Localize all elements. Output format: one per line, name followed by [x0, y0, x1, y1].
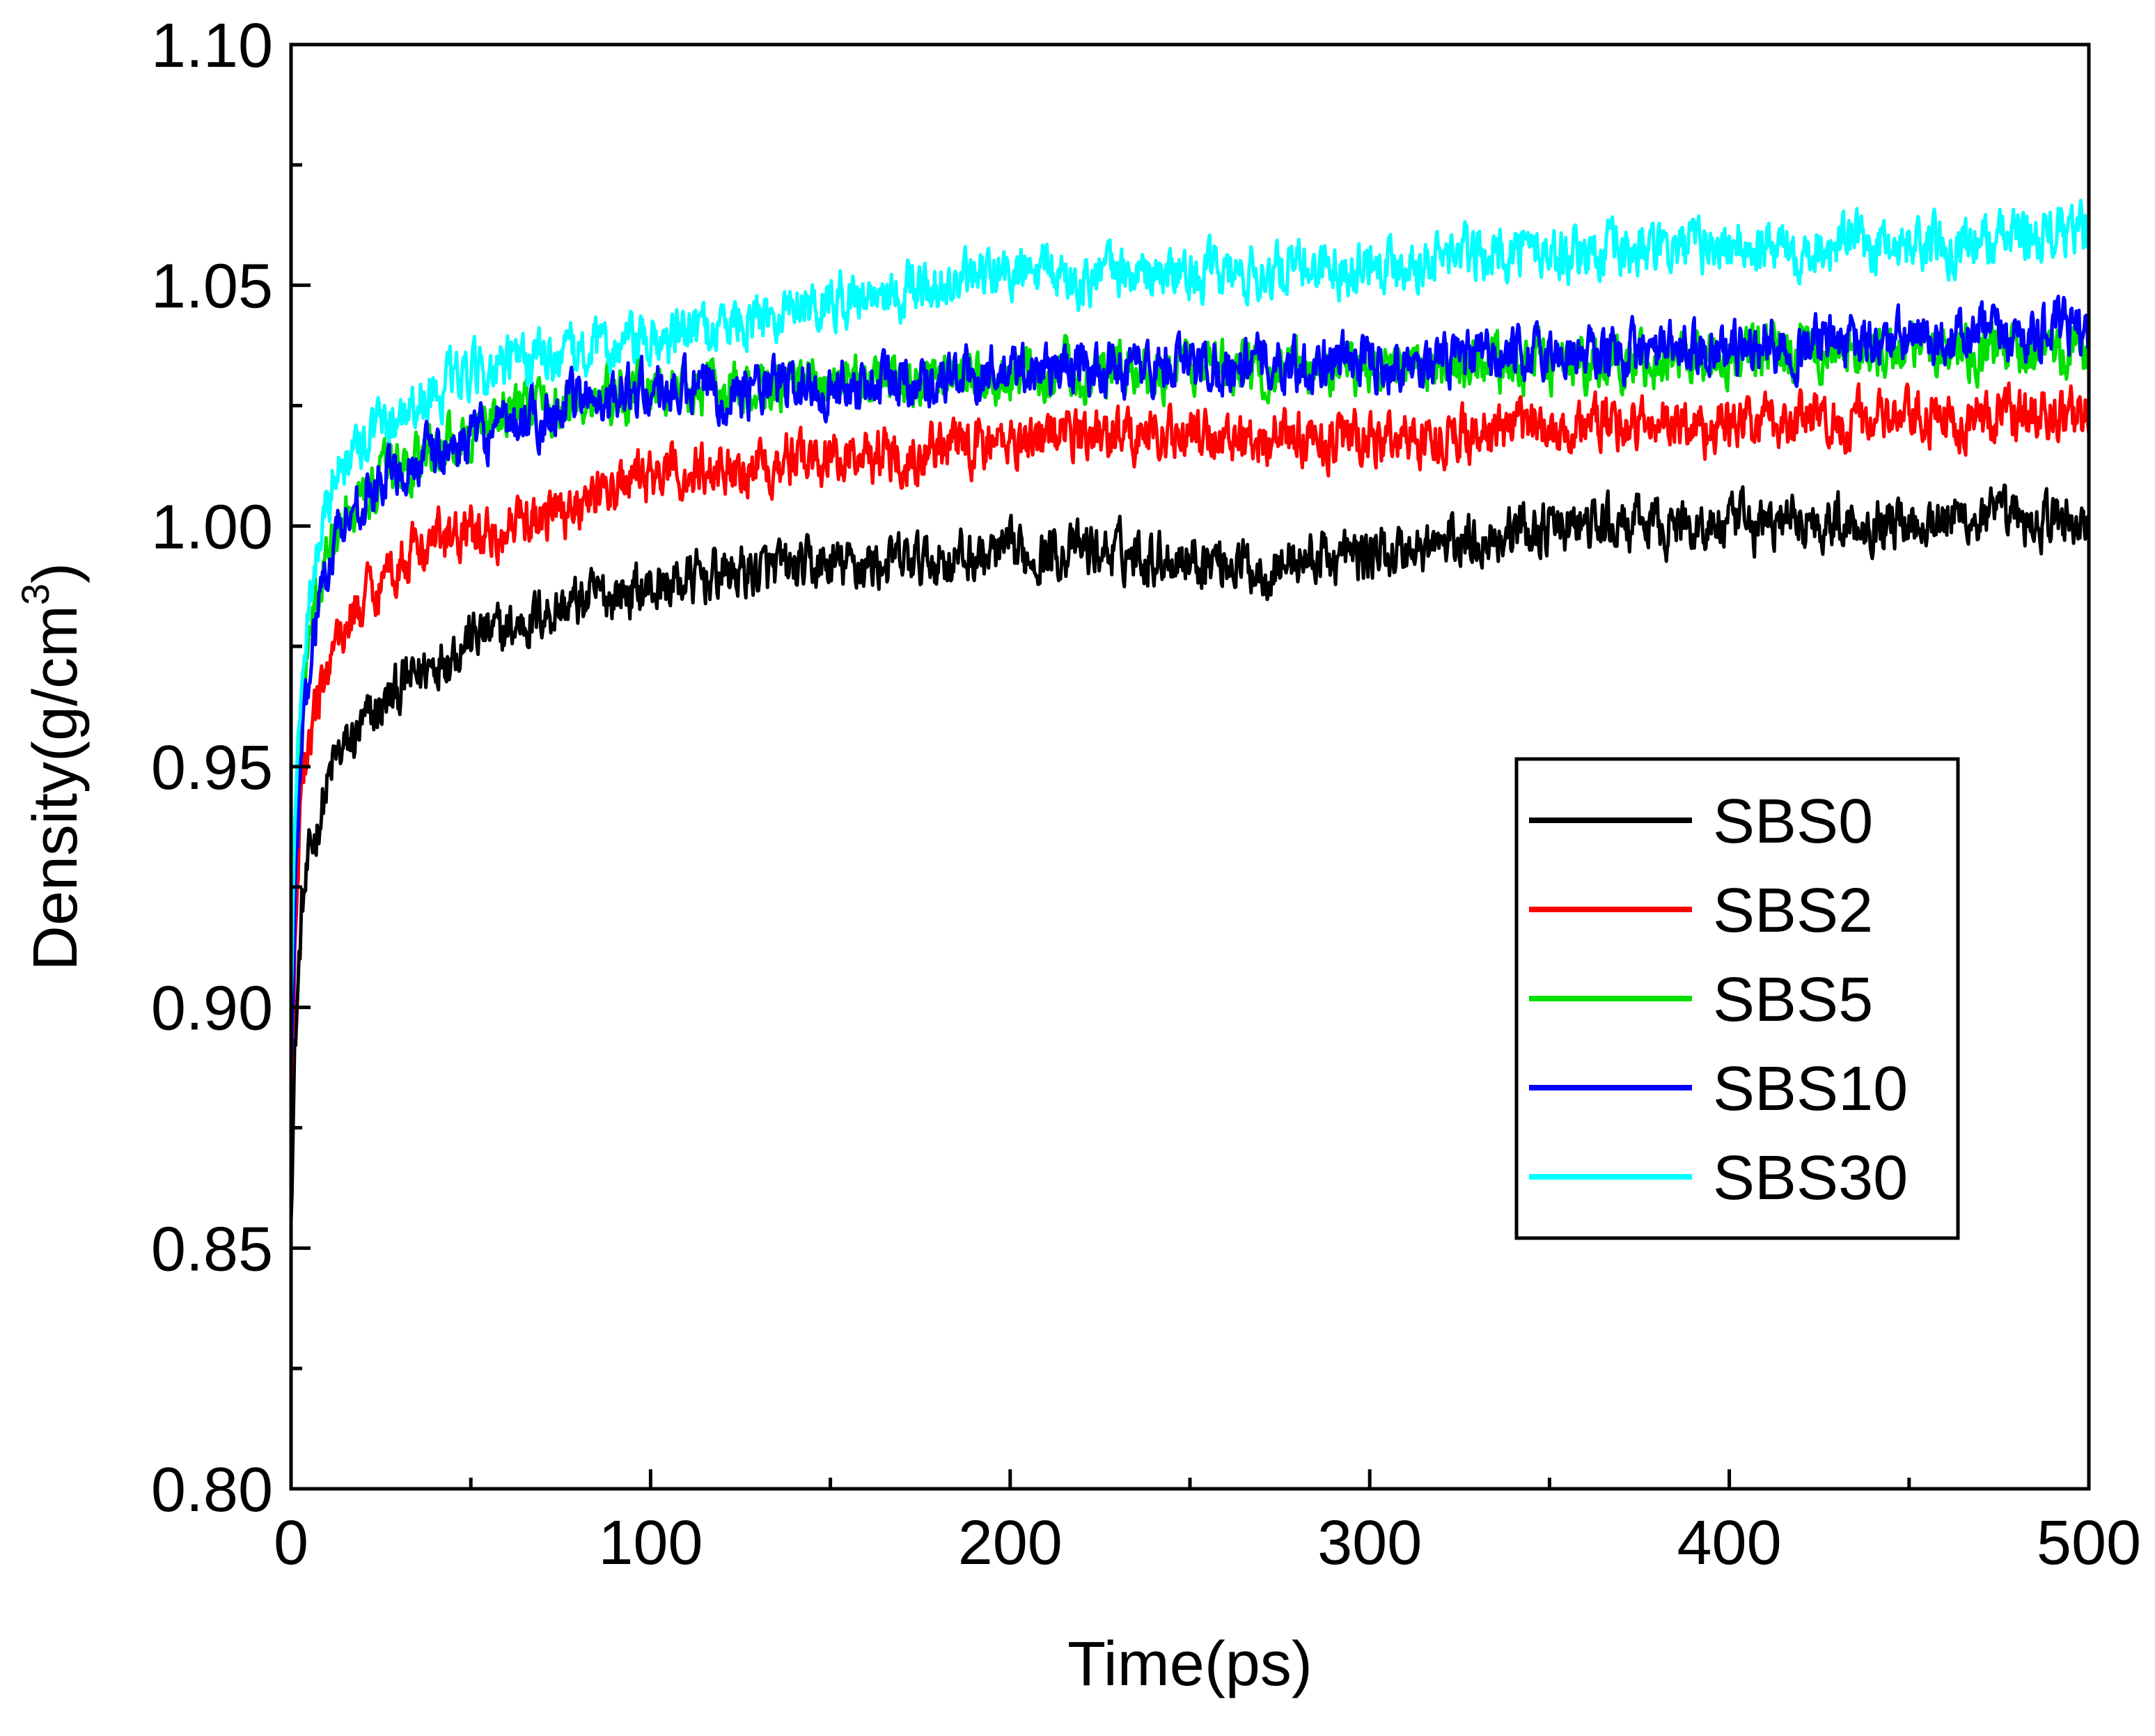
y-axis-title-close: ) — [21, 563, 91, 584]
y-tick-label: 1.00 — [151, 492, 273, 562]
y-axis-title-superscript: 3 — [13, 584, 57, 605]
x-tick-label: 400 — [1677, 1508, 1782, 1578]
series-line-sbs2 — [289, 381, 2091, 1088]
x-tick-label: 200 — [958, 1508, 1063, 1578]
y-axis-title: Density(g/cm3) — [13, 563, 91, 971]
y-tick-label: 0.80 — [151, 1455, 273, 1525]
y-axis-title-text: Density(g/cm — [21, 605, 91, 971]
x-tick-label: 500 — [2037, 1508, 2141, 1578]
legend-label-sbs30: SBS30 — [1713, 1143, 1908, 1213]
series-traces — [289, 198, 2091, 1221]
x-axis-title: Time(ps) — [1067, 1629, 1312, 1699]
x-tick-label: 300 — [1317, 1508, 1422, 1578]
axis-tick-labels: 0 100 200 300 400 500 0.80 0.85 0.90 0.95 1.00 1.05… — [151, 11, 2141, 1578]
x-tick-label: 0 — [274, 1508, 308, 1578]
y-tick-label: 0.95 — [151, 733, 273, 803]
series-line-sbs0 — [289, 483, 2091, 1221]
legend-items: SBS0 SBS2 SBS5 SBS10 SBS30 — [1529, 787, 1908, 1213]
y-tick-label: 1.10 — [151, 11, 273, 81]
series-line-sbs10 — [289, 295, 2091, 1064]
x-tick-label: 100 — [598, 1508, 703, 1578]
y-tick-label: 1.05 — [151, 252, 273, 322]
series-line-sbs30 — [289, 198, 2091, 1001]
legend-label-sbs10: SBS10 — [1713, 1054, 1908, 1124]
legend: SBS0 SBS2 SBS5 SBS10 SBS30 — [1514, 757, 1960, 1240]
axis-ticks — [289, 42, 2091, 1491]
legend-label-sbs2: SBS2 — [1713, 876, 1873, 946]
y-tick-label: 0.85 — [151, 1214, 273, 1284]
legend-label-sbs5: SBS5 — [1713, 965, 1873, 1035]
legend-label-sbs0: SBS0 — [1713, 787, 1873, 857]
y-tick-label: 0.90 — [151, 974, 273, 1044]
